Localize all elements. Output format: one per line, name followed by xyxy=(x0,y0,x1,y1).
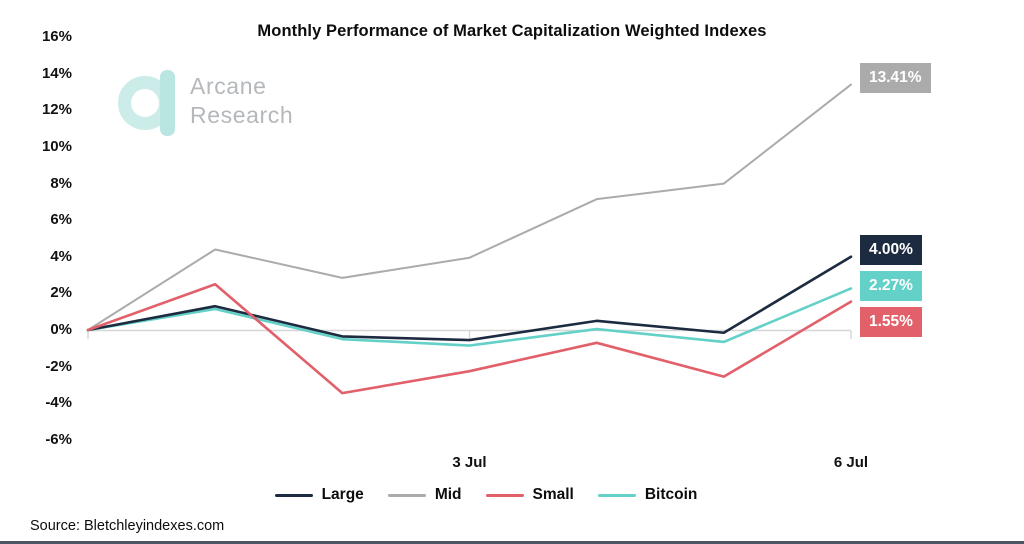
end-value-label-bitcoin: 2.27% xyxy=(860,270,922,301)
legend-label-large: Large xyxy=(321,486,364,503)
y-tick-label: 10% xyxy=(41,138,72,155)
chart-title: Monthly Performance of Market Capitaliza… xyxy=(257,22,767,40)
series-line-bitcoin xyxy=(86,287,853,347)
y-tick-label: 6% xyxy=(50,211,72,229)
logo-bar-shape xyxy=(160,70,175,136)
source-text: Source: Bletchleyindexes.com xyxy=(30,518,225,534)
end-value-label-small: 1.55% xyxy=(860,306,922,337)
legend-label-small: Small xyxy=(532,486,574,503)
legend-item-large: Large xyxy=(274,486,364,504)
y-tick-label: 4% xyxy=(50,247,72,265)
y-tick-label: 16% xyxy=(41,28,72,46)
logo-word-arcane: Arcane xyxy=(190,73,267,99)
legend: Large Mid Small Bitcoin xyxy=(0,486,998,504)
y-tick-label: 12% xyxy=(41,101,72,119)
legend-item-mid: Mid xyxy=(387,486,462,504)
legend-label-mid: Mid xyxy=(434,486,462,503)
legend-swatch-mid-icon xyxy=(387,493,426,497)
end-value-label-mid: 13.41% xyxy=(860,62,931,93)
x-tick-label: 3 Jul xyxy=(452,454,487,471)
arcane-logo-icon xyxy=(118,70,176,136)
legend-swatch-bitcoin-icon xyxy=(597,493,636,497)
legend-label-bitcoin: Bitcoin xyxy=(644,486,698,503)
y-tick-label: 0% xyxy=(50,321,72,338)
legend-swatch-small-icon xyxy=(485,493,524,497)
y-tick-label: -4% xyxy=(45,394,72,412)
series-line-small xyxy=(86,282,853,395)
legend-item-bitcoin: Bitcoin xyxy=(597,486,698,504)
logo-word-research: Research xyxy=(190,102,294,128)
legend-item-small: Small xyxy=(485,486,574,504)
y-tick-label: -6% xyxy=(45,430,72,448)
x-tick-label: 6 Jul xyxy=(833,454,869,471)
series-line-large xyxy=(86,255,853,342)
arcane-research-logo: Arcane Research xyxy=(118,70,293,136)
y-tick-label: 14% xyxy=(41,64,72,82)
y-tick-label: 8% xyxy=(50,174,72,192)
logo-wordmark: Arcane Research xyxy=(190,72,293,130)
legend-swatch-large-icon xyxy=(274,493,313,497)
y-tick-label: -2% xyxy=(45,357,72,375)
end-value-label-large: 4.00% xyxy=(860,234,922,265)
y-tick-label: 2% xyxy=(50,284,72,302)
